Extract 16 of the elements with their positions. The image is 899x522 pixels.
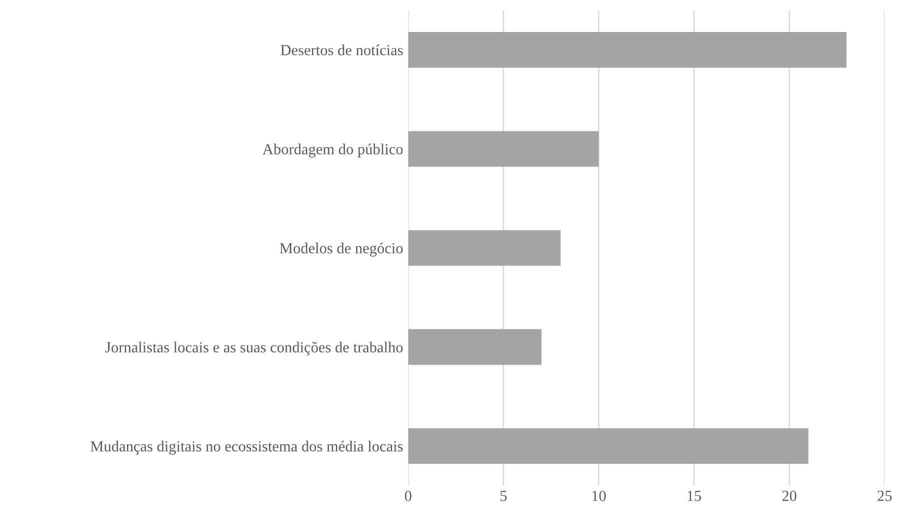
bar [408,32,846,68]
y-tick-label: Modelos de negócio [280,242,403,257]
x-tick-label: 0 [404,490,412,502]
x-tick-label: 5 [500,490,507,502]
x-tick-label: 25 [878,490,892,502]
y-tick-label: Jornalistas locais e as suas condições de trabalho [105,342,403,356]
x-tick-label: 10 [592,490,606,502]
y-tick-label: Desertos de notícias [280,44,403,56]
bar [408,428,808,464]
x-tick-label: 20 [782,490,796,502]
y-tick-label: Abordagem do público [262,144,403,158]
y-tick-label: Mudanças digitais no ecossistema dos média locais [90,440,403,455]
x-tick-label: 15 [688,490,702,502]
bar [408,131,599,167]
bar [408,329,542,365]
bar [408,230,561,266]
